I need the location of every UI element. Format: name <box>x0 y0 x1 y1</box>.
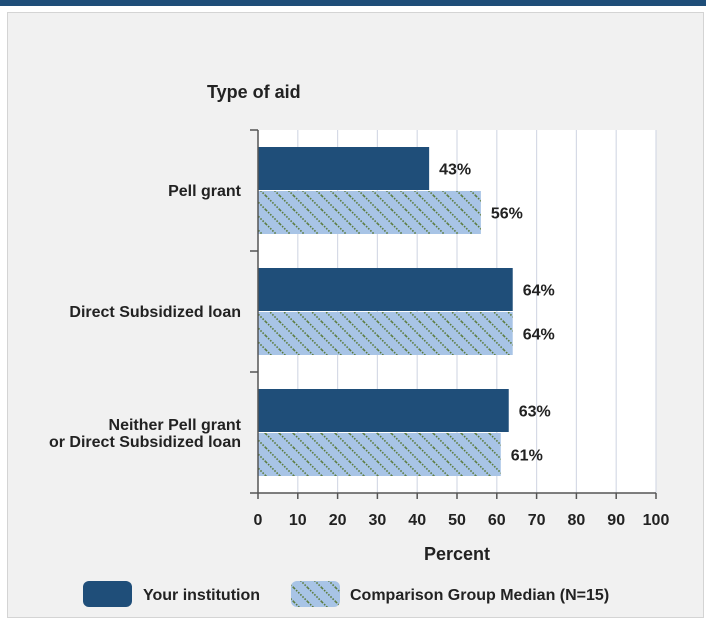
x-tick-label: 10 <box>289 512 307 529</box>
x-tick-label: 50 <box>448 512 466 529</box>
top-accent-bar <box>0 0 706 6</box>
x-tick-label: 20 <box>329 512 347 529</box>
bar-comparison <box>258 312 513 355</box>
legend-label-institution: Your institution <box>143 587 260 604</box>
x-tick-label: 60 <box>488 512 506 529</box>
legend: Your institution Comparison Group Median… <box>83 581 609 607</box>
x-tick-label: 100 <box>643 512 670 529</box>
data-label: 61% <box>511 448 543 465</box>
bar-comparison <box>258 433 501 476</box>
bar-institution <box>258 268 513 311</box>
legend-swatch-comparison <box>291 581 340 607</box>
gridlines <box>297 130 657 493</box>
category-label: Direct Subsidized loan <box>69 304 241 321</box>
axes <box>250 129 657 499</box>
data-label: 64% <box>523 327 555 344</box>
bars <box>258 147 513 476</box>
bar-comparison <box>258 191 481 234</box>
data-label: 43% <box>439 162 471 179</box>
data-labels: 43% 56% 64% 64% 63% 61% <box>439 162 555 465</box>
x-tick-label: 80 <box>568 512 586 529</box>
category-label: Neither Pell grant <box>109 417 242 434</box>
legend-swatch-institution <box>83 581 132 607</box>
x-tick-label: 70 <box>528 512 546 529</box>
x-tick-label: 90 <box>607 512 625 529</box>
category-label: or Direct Subsidized loan <box>49 434 241 451</box>
x-tick-label: 30 <box>369 512 387 529</box>
data-label: 64% <box>523 283 555 300</box>
bar-institution <box>258 389 509 432</box>
legend-label-comparison: Comparison Group Median (N=15) <box>350 587 609 604</box>
chart-title: Type of aid <box>207 82 301 102</box>
data-label: 56% <box>491 206 523 223</box>
data-label: 63% <box>519 404 551 421</box>
category-labels: Pell grant Direct Subsidized loan Neither … <box>49 183 242 451</box>
x-axis-label: Percent <box>424 544 490 564</box>
x-tick-labels: 0 10 20 30 40 50 60 70 80 90 100 <box>254 512 670 529</box>
x-tick-label: 0 <box>254 512 263 529</box>
x-tick-label: 40 <box>408 512 426 529</box>
bar-institution <box>258 147 430 190</box>
category-label: Pell grant <box>168 183 242 200</box>
